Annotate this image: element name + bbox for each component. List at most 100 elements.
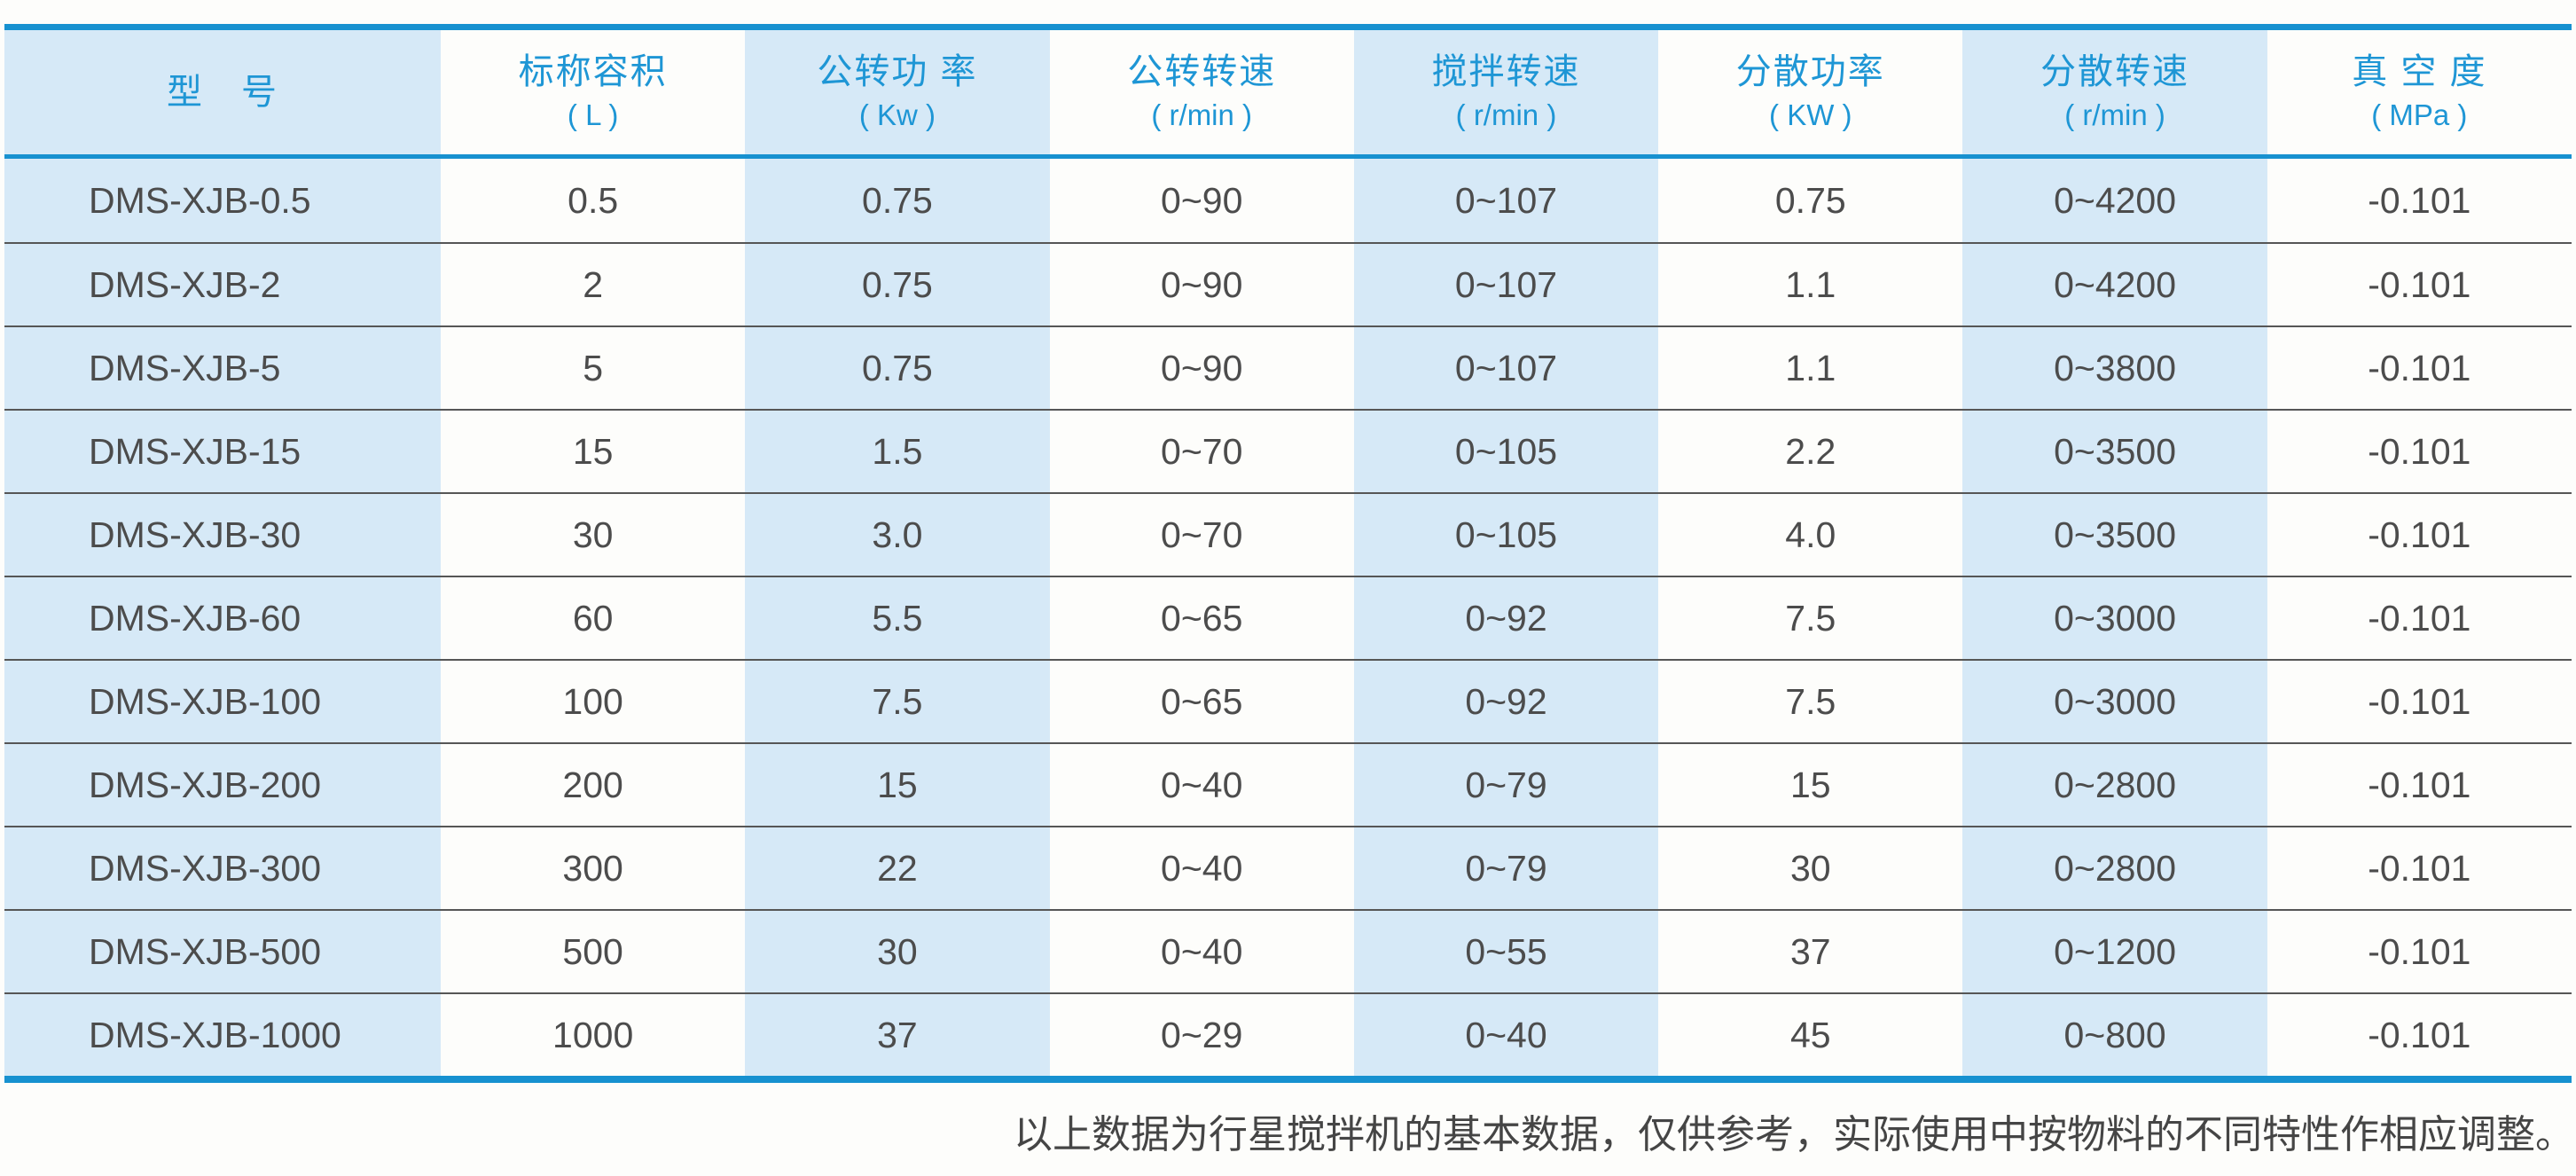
cell-dispersion-speed: 0~800: [1962, 994, 2267, 1076]
cell-revolution-power: 22: [745, 827, 1050, 909]
col-header-dispersion-power-title: 分散功率: [1735, 52, 1885, 92]
table-row: DMS-XJB-1000 1000 37 0~29 0~40 45 0~800 …: [4, 992, 2572, 1076]
cell-nominal-volume: 200: [562, 764, 623, 805]
table-row: DMS-XJB-5 5 0.75 0~90 0~107 1.1 0~3800 -…: [4, 325, 2572, 409]
cell-dispersion-speed: 0~3500: [1962, 411, 2267, 492]
cell-vacuum-degree: -0.101: [2368, 430, 2471, 472]
cell-dispersion-power: 30: [1789, 847, 1831, 889]
cell-revolution-power: 0.75: [745, 327, 1050, 409]
cell-vacuum-degree: -0.101: [2368, 347, 2471, 388]
col-header-revolution-power: 公转功 率 ( Kw ): [745, 30, 1050, 154]
cell-revolution-speed: 0~65: [1161, 680, 1243, 722]
cell-nominal-volume: 60: [572, 597, 614, 639]
cell-revolution-speed: 0~90: [1161, 263, 1243, 305]
cell-dispersion-speed: 0~2800: [1962, 827, 2267, 909]
col-header-dispersion-power: 分散功率 ( KW ): [1658, 30, 1962, 154]
cell-dispersion-speed: 0~4200: [1962, 159, 2267, 242]
table-row: DMS-XJB-30 30 3.0 0~70 0~105 4.0 0~3500 …: [4, 492, 2572, 576]
cell-vacuum-degree: -0.101: [2368, 1014, 2471, 1055]
col-header-stirring-speed-unit: ( r/min ): [1455, 98, 1557, 132]
cell-nominal-volume: 1000: [552, 1014, 634, 1055]
footnote: 以上数据为行星搅拌机的基本数据，仅供参考，实际使用中按物料的不同特性作相应调整。: [1014, 1112, 2574, 1157]
cell-model: DMS-XJB-30: [4, 494, 441, 576]
col-header-dispersion-speed-title: 分散转速: [2040, 52, 2190, 92]
col-header-stirring-speed: 搅拌转速 ( r/min ): [1353, 30, 1659, 154]
col-header-revolution-speed: 公转转速 ( r/min ): [1050, 30, 1354, 154]
cell-nominal-volume: 15: [572, 430, 614, 472]
cell-dispersion-power: 45: [1789, 1014, 1831, 1055]
cell-nominal-volume: 0.5: [568, 179, 619, 221]
cell-dispersion-power: 1.1: [1785, 263, 1836, 305]
cell-revolution-speed: 0~90: [1161, 347, 1243, 388]
table-row: DMS-XJB-15 15 1.5 0~70 0~105 2.2 0~3500 …: [4, 409, 2572, 492]
cell-nominal-volume: 100: [562, 680, 623, 722]
cell-dispersion-power: 7.5: [1785, 597, 1836, 639]
cell-model: DMS-XJB-15: [4, 411, 441, 492]
col-header-revolution-power-unit: ( Kw ): [858, 98, 936, 132]
cell-revolution-power: 0.75: [745, 244, 1050, 325]
col-header-nominal-volume: 标称容积 ( L ): [441, 30, 745, 154]
cell-revolution-speed: 0~40: [1161, 847, 1243, 889]
cell-revolution-speed: 0~29: [1161, 1014, 1243, 1055]
col-header-vacuum-degree-title: 真 空 度: [2352, 52, 2487, 92]
cell-revolution-power: 37: [745, 994, 1050, 1076]
cell-nominal-volume: 500: [562, 930, 623, 972]
cell-nominal-volume: 30: [572, 514, 614, 555]
cell-nominal-volume: 5: [583, 347, 604, 388]
col-header-dispersion-speed: 分散转速 ( r/min ): [1962, 30, 2267, 154]
cell-model: DMS-XJB-300: [4, 827, 441, 909]
cell-revolution-power: 7.5: [745, 661, 1050, 742]
cell-dispersion-speed: 0~3000: [1962, 661, 2267, 742]
cell-dispersion-power: 37: [1789, 930, 1831, 972]
col-header-nominal-volume-unit: ( L ): [567, 98, 619, 132]
cell-revolution-speed: 0~70: [1161, 514, 1243, 555]
cell-dispersion-speed: 0~3500: [1962, 494, 2267, 576]
cell-dispersion-speed: 0~3800: [1962, 327, 2267, 409]
cell-stirring-speed: 0~107: [1353, 327, 1659, 409]
cell-dispersion-power: 2.2: [1785, 430, 1836, 472]
col-header-model: 型 号: [4, 30, 441, 154]
cell-dispersion-speed: 0~2800: [1962, 744, 2267, 826]
cell-vacuum-degree: -0.101: [2368, 847, 2471, 889]
spec-table: 型 号 标称容积 ( L ) 公转功 率 ( Kw ) 公转转速 ( r/min…: [4, 24, 2572, 1083]
cell-dispersion-speed: 0~4200: [1962, 244, 2267, 325]
col-header-dispersion-speed-unit: ( r/min ): [2064, 98, 2165, 132]
cell-stirring-speed: 0~40: [1353, 994, 1659, 1076]
cell-stirring-speed: 0~92: [1353, 577, 1659, 659]
cell-stirring-speed: 0~92: [1353, 661, 1659, 742]
table-row: DMS-XJB-200 200 15 0~40 0~79 15 0~2800 -…: [4, 742, 2572, 826]
cell-model: DMS-XJB-500: [4, 911, 441, 992]
cell-revolution-speed: 0~70: [1161, 430, 1243, 472]
cell-vacuum-degree: -0.101: [2368, 930, 2471, 972]
cell-dispersion-power: 7.5: [1785, 680, 1836, 722]
cell-model: DMS-XJB-100: [4, 661, 441, 742]
cell-revolution-power: 0.75: [745, 159, 1050, 242]
cell-revolution-power: 15: [745, 744, 1050, 826]
cell-stirring-speed: 0~105: [1353, 494, 1659, 576]
cell-vacuum-degree: -0.101: [2368, 680, 2471, 722]
cell-revolution-power: 3.0: [745, 494, 1050, 576]
cell-revolution-speed: 0~40: [1161, 930, 1243, 972]
cell-vacuum-degree: -0.101: [2368, 263, 2471, 305]
table-row: DMS-XJB-2 2 0.75 0~90 0~107 1.1 0~4200 -…: [4, 242, 2572, 325]
cell-revolution-speed: 0~65: [1161, 597, 1243, 639]
col-header-nominal-volume-title: 标称容积: [518, 52, 668, 92]
cell-model: DMS-XJB-0.5: [4, 159, 441, 242]
cell-stirring-speed: 0~107: [1353, 159, 1659, 242]
cell-vacuum-degree: -0.101: [2368, 597, 2471, 639]
cell-nominal-volume: 2: [583, 263, 604, 305]
cell-revolution-power: 30: [745, 911, 1050, 992]
cell-stirring-speed: 0~79: [1353, 744, 1659, 826]
col-header-revolution-power-title: 公转功 率: [817, 52, 978, 92]
col-header-vacuum-degree: 真 空 度 ( MPa ): [2267, 30, 2572, 154]
cell-stirring-speed: 0~55: [1353, 911, 1659, 992]
cell-dispersion-speed: 0~1200: [1962, 911, 2267, 992]
cell-model: DMS-XJB-200: [4, 744, 441, 826]
col-header-revolution-speed-title: 公转转速: [1127, 52, 1277, 92]
col-header-stirring-speed-title: 搅拌转速: [1431, 52, 1581, 92]
col-header-dispersion-power-unit: ( KW ): [1769, 98, 1852, 132]
cell-stirring-speed: 0~105: [1353, 411, 1659, 492]
cell-model: DMS-XJB-60: [4, 577, 441, 659]
cell-revolution-speed: 0~90: [1161, 179, 1243, 221]
table-row: DMS-XJB-100 100 7.5 0~65 0~92 7.5 0~3000…: [4, 659, 2572, 742]
